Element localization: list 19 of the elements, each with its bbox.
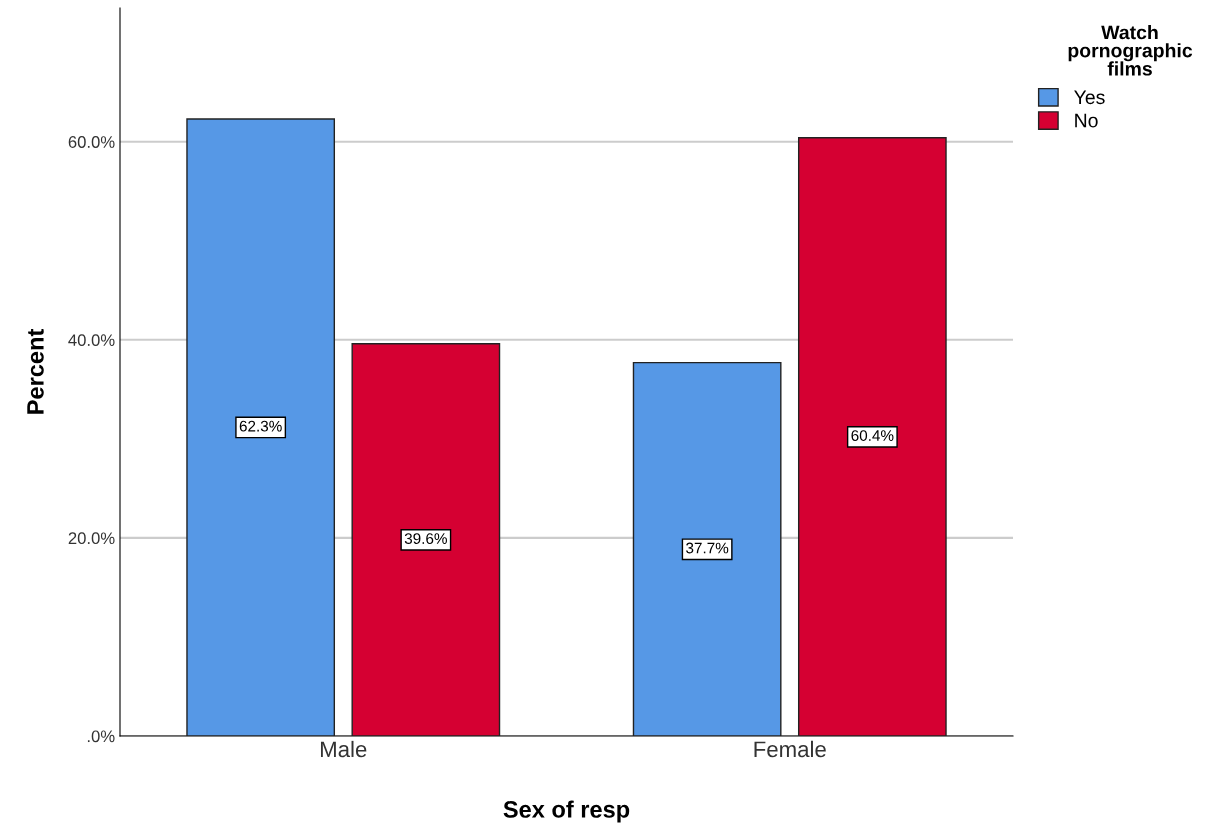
y-tick-label: 40.0% <box>68 334 115 347</box>
legend-label: Yes <box>1074 90 1105 105</box>
legend-title: Watch pornographic films <box>1068 25 1193 76</box>
x-tick-label: Female <box>754 740 826 758</box>
y-tick-label: 20.0% <box>68 532 115 545</box>
bar <box>797 137 947 736</box>
x-axis-title: Sex of resp <box>503 800 630 823</box>
data-label: 60.4% <box>851 430 894 441</box>
y-tick-label: .0% <box>87 730 115 743</box>
y-tick-label: 60.0% <box>68 136 115 148</box>
bar <box>632 361 782 736</box>
data-label: 62.3% <box>239 420 282 432</box>
data-label: 39.6% <box>404 533 447 544</box>
bar <box>351 343 501 736</box>
data-label: 37.7% <box>686 542 729 554</box>
legend-label: No <box>1075 113 1098 128</box>
x-tick-label: Male <box>320 740 367 758</box>
bar <box>186 118 336 736</box>
y-axis-title: Percent <box>27 328 44 414</box>
